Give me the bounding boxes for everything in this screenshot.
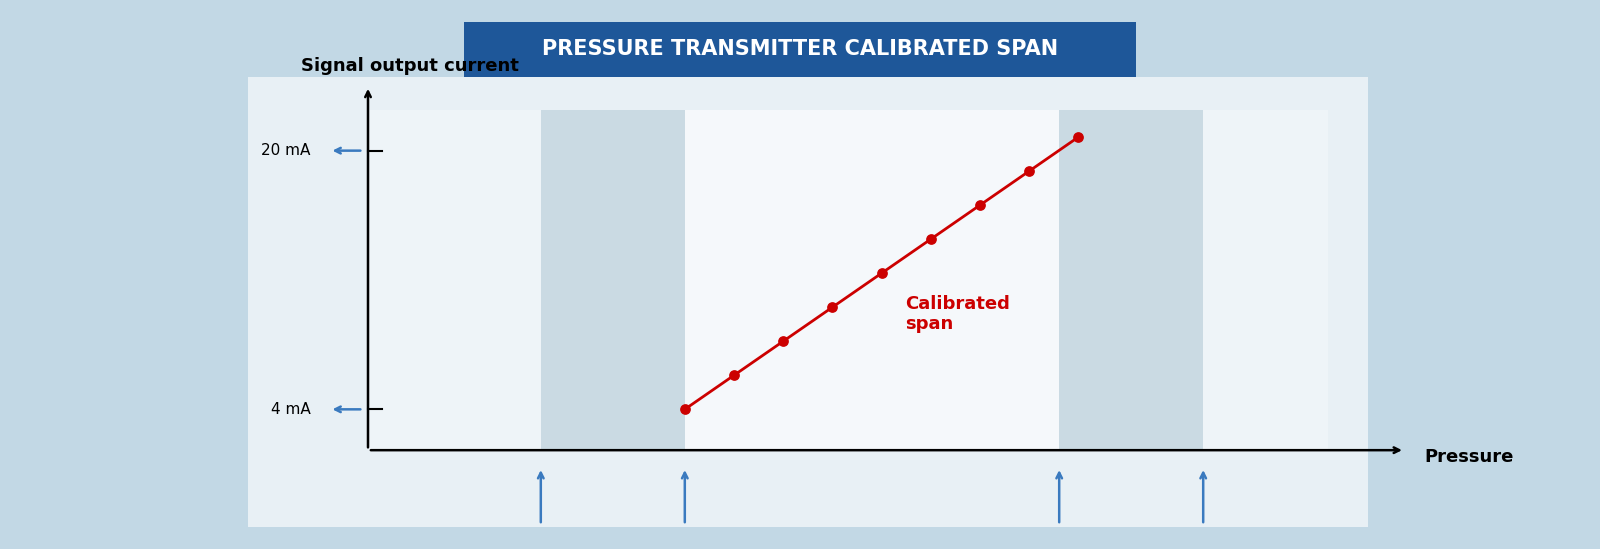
Text: PRESSURE TRANSMITTER CALIBRATED SPAN: PRESSURE TRANSMITTER CALIBRATED SPAN (542, 40, 1058, 59)
Text: Signal output current: Signal output current (301, 57, 518, 75)
Point (1016, 167, 1042, 176)
Point (966, 201, 992, 210)
Point (771, 337, 797, 346)
Point (1066, 133, 1091, 142)
Point (869, 269, 894, 278)
Text: Pressure: Pressure (1424, 448, 1514, 466)
Point (672, 405, 698, 414)
Text: 20 mA: 20 mA (261, 143, 310, 158)
Point (918, 235, 944, 244)
Bar (1059, 110, 1203, 450)
Point (819, 303, 845, 312)
Text: Calibrated
span: Calibrated span (906, 295, 1011, 333)
Bar (541, 110, 685, 450)
Bar (685, 110, 1059, 450)
Point (722, 371, 747, 380)
Text: 4 mA: 4 mA (270, 402, 310, 417)
